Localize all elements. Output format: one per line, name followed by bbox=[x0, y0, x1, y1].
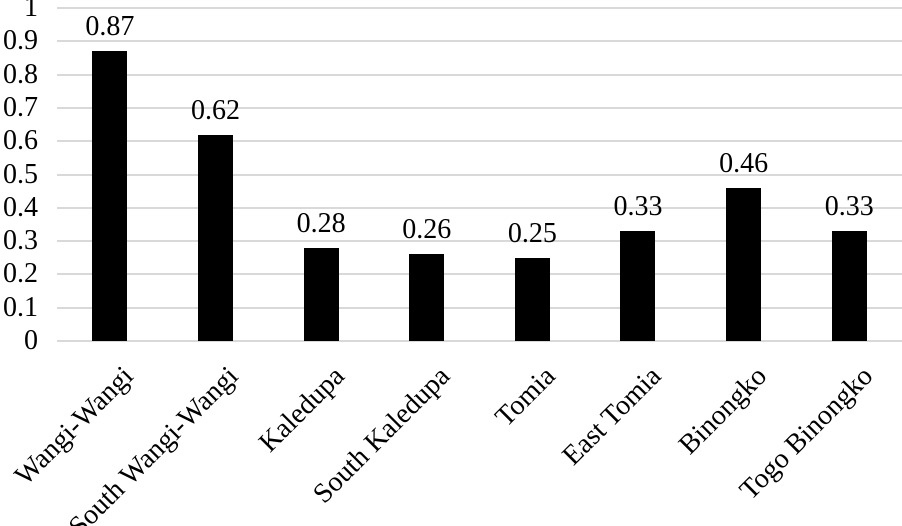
data-label: 0.62 bbox=[190, 94, 240, 126]
y-axis-tick-label: 0.3 bbox=[3, 225, 38, 257]
category-label: East Tomia bbox=[556, 360, 668, 472]
y-axis-tick-label: 0.6 bbox=[3, 125, 38, 157]
gridline bbox=[57, 206, 902, 209]
data-label: 0.26 bbox=[402, 214, 452, 246]
y-axis-tick-label: 0.7 bbox=[3, 91, 38, 123]
data-label: 0.33 bbox=[824, 191, 874, 223]
data-label: 0.46 bbox=[719, 147, 769, 179]
gridline bbox=[57, 40, 902, 43]
bar bbox=[92, 51, 128, 341]
bar bbox=[831, 231, 867, 341]
data-label: 0.87 bbox=[85, 11, 135, 43]
y-axis-tick-label: 0.9 bbox=[3, 25, 38, 57]
gridline bbox=[57, 340, 902, 342]
gridline bbox=[57, 306, 902, 309]
gridline bbox=[57, 7, 902, 9]
bar bbox=[514, 257, 550, 341]
gridline bbox=[57, 140, 902, 143]
gridline bbox=[57, 273, 902, 276]
y-axis-tick-label: 0 bbox=[24, 325, 38, 356]
y-axis-tick-label: 1 bbox=[24, 0, 38, 23]
y-axis-tick-label: 0.8 bbox=[3, 58, 38, 90]
gridline bbox=[57, 240, 902, 243]
data-label: 0.25 bbox=[507, 217, 557, 249]
bar bbox=[620, 231, 656, 341]
category-label: Binongko bbox=[673, 360, 774, 461]
gridline bbox=[57, 73, 902, 76]
category-label: Kaledupa bbox=[252, 360, 351, 459]
y-axis-tick-label: 0.4 bbox=[3, 191, 38, 223]
data-label: 0.28 bbox=[296, 207, 346, 239]
y-axis-tick-label: 0.5 bbox=[3, 158, 38, 190]
data-label: 0.33 bbox=[613, 191, 663, 223]
bar bbox=[409, 254, 445, 341]
bar bbox=[726, 187, 762, 341]
gridline bbox=[57, 106, 902, 109]
y-axis-tick-label: 0.2 bbox=[3, 258, 38, 290]
y-axis-tick-label: 0.1 bbox=[3, 291, 38, 323]
bar bbox=[303, 247, 339, 341]
category-label: Tomia bbox=[489, 360, 562, 433]
bar bbox=[197, 134, 233, 341]
gridline bbox=[57, 173, 902, 176]
